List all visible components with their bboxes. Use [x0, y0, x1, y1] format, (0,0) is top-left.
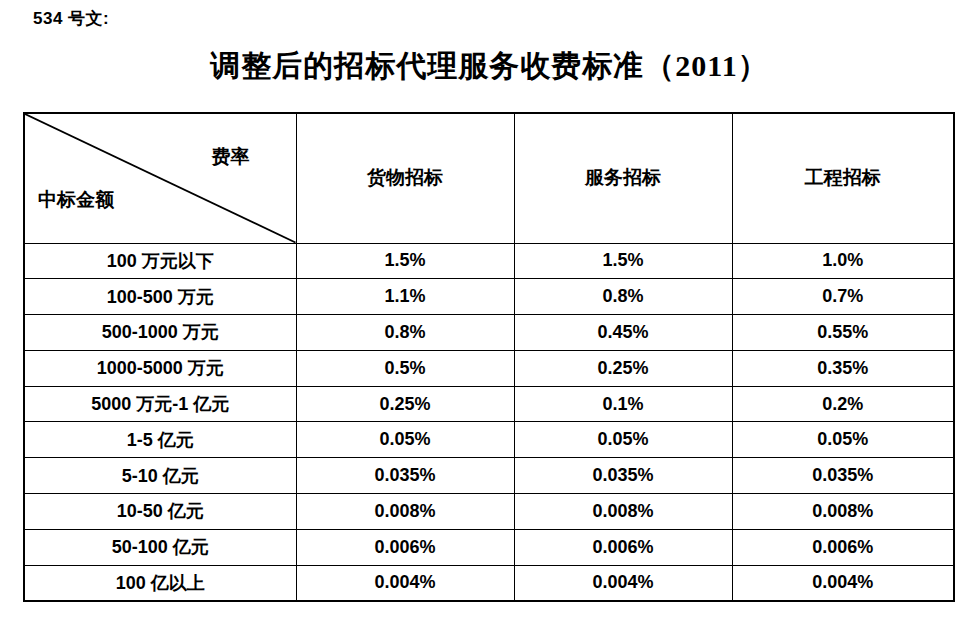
- row-label-cell: 1000-5000 万元: [24, 350, 296, 386]
- fee-value-cell: 0.55%: [732, 315, 954, 351]
- row-label-cell: 500-1000 万元: [24, 315, 296, 351]
- diagonal-divider-line: [25, 114, 296, 243]
- corner-amount-label: 中标金额: [38, 187, 114, 213]
- row-label-cell: 5-10 亿元: [24, 458, 296, 494]
- fee-value-cell: 0.006%: [514, 529, 732, 565]
- fee-value-cell: 0.05%: [296, 422, 514, 458]
- fee-value-cell: 0.035%: [296, 458, 514, 494]
- table-row: 5000 万元-1 亿元 0.25% 0.1% 0.2%: [24, 386, 954, 422]
- fee-value-cell: 0.7%: [732, 279, 954, 315]
- table-row: 500-1000 万元 0.8% 0.45% 0.55%: [24, 315, 954, 351]
- document-page: 534 号文: 调整后的招标代理服务收费标准（2011） 费率 中标金额 货物招…: [0, 0, 979, 629]
- column-header-engineering-tender: 工程招标: [732, 113, 954, 243]
- fee-value-cell: 0.004%: [296, 565, 514, 601]
- fee-value-cell: 0.035%: [732, 458, 954, 494]
- table-header-row: 费率 中标金额 货物招标 服务招标 工程招标: [24, 113, 954, 243]
- fee-value-cell: 1.5%: [514, 243, 732, 279]
- fee-value-cell: 0.006%: [296, 529, 514, 565]
- fee-value-cell: 0.035%: [514, 458, 732, 494]
- fee-value-cell: 0.8%: [296, 315, 514, 351]
- fee-value-cell: 0.25%: [296, 386, 514, 422]
- column-header-service-tender: 服务招标: [514, 113, 732, 243]
- table-row: 5-10 亿元 0.035% 0.035% 0.035%: [24, 458, 954, 494]
- fee-value-cell: 0.8%: [514, 279, 732, 315]
- row-label-cell: 50-100 亿元: [24, 529, 296, 565]
- fee-value-cell: 0.006%: [732, 529, 954, 565]
- row-label-cell: 10-50 亿元: [24, 494, 296, 530]
- fee-value-cell: 1.1%: [296, 279, 514, 315]
- row-label-cell: 5000 万元-1 亿元: [24, 386, 296, 422]
- fee-value-cell: 0.008%: [514, 494, 732, 530]
- corner-rate-label: 费率: [212, 144, 250, 170]
- row-label-cell: 1-5 亿元: [24, 422, 296, 458]
- fee-value-cell: 0.45%: [514, 315, 732, 351]
- fee-value-cell: 0.35%: [732, 350, 954, 386]
- row-label-cell: 100 亿以上: [24, 565, 296, 601]
- fee-value-cell: 0.5%: [296, 350, 514, 386]
- fee-value-cell: 0.05%: [514, 422, 732, 458]
- row-label-cell: 100-500 万元: [24, 279, 296, 315]
- table-row: 10-50 亿元 0.008% 0.008% 0.008%: [24, 494, 954, 530]
- fee-value-cell: 0.008%: [732, 494, 954, 530]
- fee-value-cell: 1.5%: [296, 243, 514, 279]
- fee-value-cell: 1.0%: [732, 243, 954, 279]
- fee-value-cell: 0.004%: [732, 565, 954, 601]
- fee-value-cell: 0.25%: [514, 350, 732, 386]
- table-row: 1000-5000 万元 0.5% 0.25% 0.35%: [24, 350, 954, 386]
- document-title: 调整后的招标代理服务收费标准（2011）: [0, 46, 979, 87]
- table-corner-cell: 费率 中标金额: [24, 113, 296, 243]
- row-label-cell: 100 万元以下: [24, 243, 296, 279]
- table-row: 1-5 亿元 0.05% 0.05% 0.05%: [24, 422, 954, 458]
- table-row: 100-500 万元 1.1% 0.8% 0.7%: [24, 279, 954, 315]
- column-header-goods-tender: 货物招标: [296, 113, 514, 243]
- table-row: 100 亿以上 0.004% 0.004% 0.004%: [24, 565, 954, 601]
- fee-value-cell: 0.1%: [514, 386, 732, 422]
- table-row: 50-100 亿元 0.006% 0.006% 0.006%: [24, 529, 954, 565]
- fee-value-cell: 0.004%: [514, 565, 732, 601]
- table-row: 100 万元以下 1.5% 1.5% 1.0%: [24, 243, 954, 279]
- fee-value-cell: 0.05%: [732, 422, 954, 458]
- fee-rate-table: 费率 中标金额 货物招标 服务招标 工程招标 100 万元以下 1.5% 1.5…: [23, 112, 955, 602]
- fee-value-cell: 0.2%: [732, 386, 954, 422]
- fee-value-cell: 0.008%: [296, 494, 514, 530]
- doc-number-label: 534 号文:: [33, 7, 109, 30]
